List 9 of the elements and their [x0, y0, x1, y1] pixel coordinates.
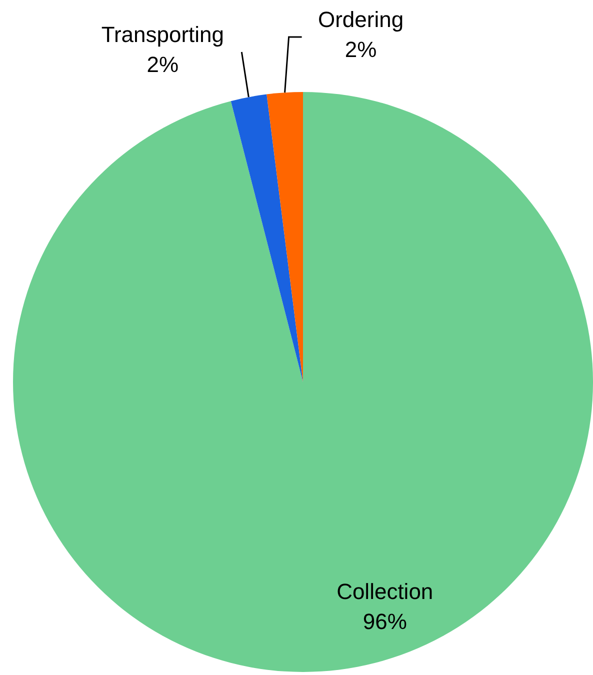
pie-slice: [230, 94, 303, 382]
slice-label: Transporting: [101, 22, 224, 47]
slice-label: Ordering: [318, 7, 404, 32]
data-label: 2%: [344, 37, 377, 62]
slice-label: Collection: [336, 579, 434, 604]
pie-slice: [13, 92, 593, 672]
pie-slice: [266, 92, 303, 382]
data-label: 96%: [362, 609, 407, 634]
data-label: 2%: [146, 52, 179, 77]
